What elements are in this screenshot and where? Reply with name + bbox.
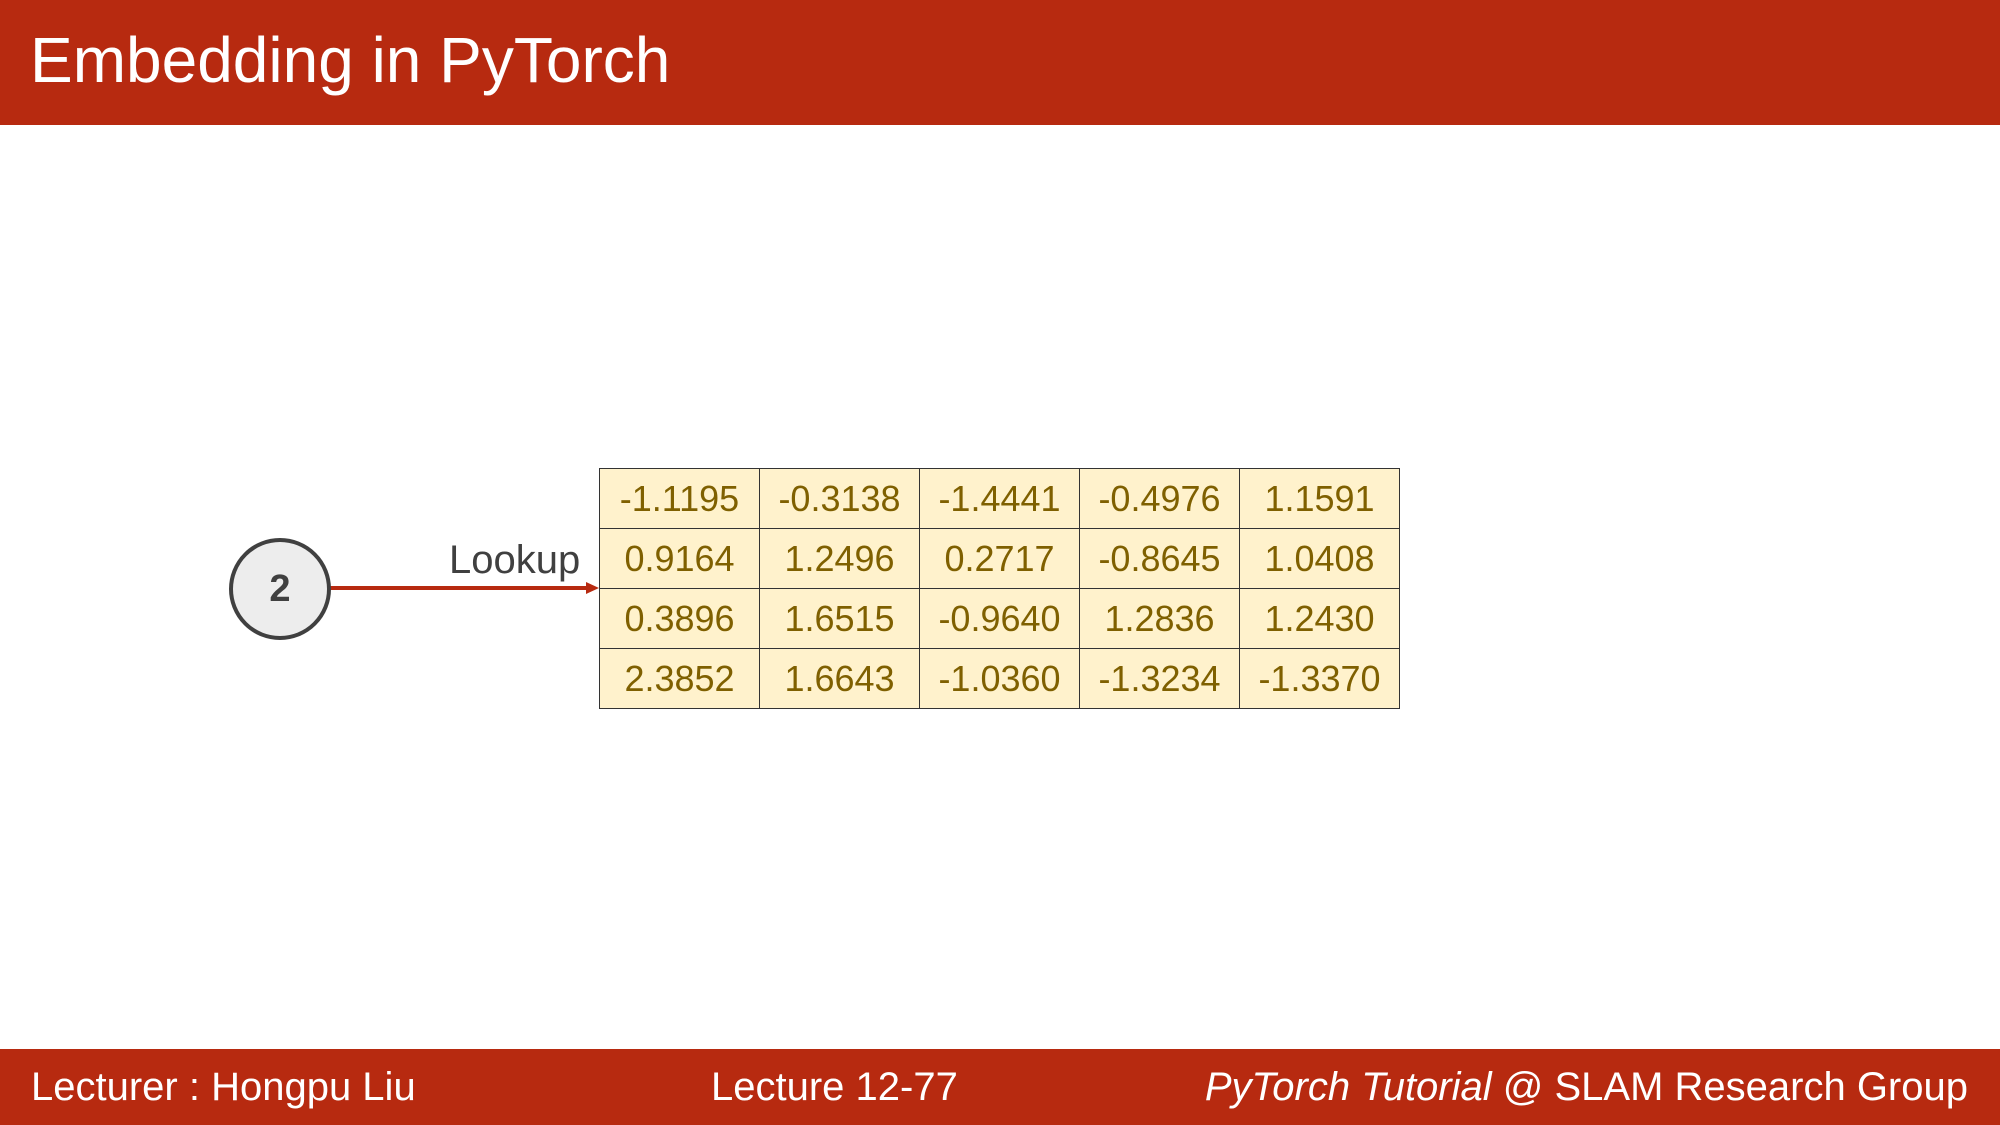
matrix-cell: -1.3370 xyxy=(1239,648,1400,709)
matrix-row: 2.3852 1.6643 -1.0360 -1.3234 -1.3370 xyxy=(599,648,1400,709)
embedding-matrix: -1.1195 -0.3138 -1.4441 -0.4976 1.1591 0.9164… xyxy=(599,468,1400,709)
slide-title: Embedding in PyTorch xyxy=(30,24,671,96)
matrix-cell: 1.1591 xyxy=(1239,468,1400,529)
slide-header: Embedding in PyTorch xyxy=(0,0,2000,125)
matrix-cell: 1.2496 xyxy=(759,528,920,589)
matrix-cell: -0.4976 xyxy=(1079,468,1240,529)
matrix-row: -1.1195 -0.3138 -1.4441 -0.4976 1.1591 xyxy=(599,468,1400,529)
footer-lecturer: Lecturer : Hongpu Liu xyxy=(31,1065,416,1109)
matrix-cell: 0.2717 xyxy=(919,528,1080,589)
input-index-node: 2 xyxy=(229,538,331,640)
matrix-cell: -0.3138 xyxy=(759,468,920,529)
matrix-cell: -1.4441 xyxy=(919,468,1080,529)
matrix-cell: -1.3234 xyxy=(1079,648,1240,709)
matrix-cell: 0.3896 xyxy=(599,588,760,649)
matrix-cell: -0.9640 xyxy=(919,588,1080,649)
matrix-cell: -0.8645 xyxy=(1079,528,1240,589)
lookup-label: Lookup xyxy=(449,538,581,582)
input-index-label: 2 xyxy=(269,568,291,610)
matrix-row: 0.3896 1.6515 -0.9640 1.2836 1.2430 xyxy=(599,588,1400,649)
slide-footer: Lecturer : Hongpu Liu Lecture 12-77 PyTo… xyxy=(0,1049,2000,1125)
footer-course: PyTorch Tutorial @ SLAM Research Group xyxy=(1205,1063,1968,1111)
footer-lecture-number: Lecture 12-77 xyxy=(711,1065,958,1109)
matrix-cell: 1.2430 xyxy=(1239,588,1400,649)
footer-course-group: @ SLAM Research Group xyxy=(1491,1065,1968,1109)
matrix-cell: 1.6515 xyxy=(759,588,920,649)
matrix-cell: 1.0408 xyxy=(1239,528,1400,589)
matrix-row: 0.9164 1.2496 0.2717 -0.8645 1.0408 xyxy=(599,528,1400,589)
matrix-cell: -1.0360 xyxy=(919,648,1080,709)
matrix-cell: 0.9164 xyxy=(599,528,760,589)
matrix-cell: 1.6643 xyxy=(759,648,920,709)
footer-course-name: PyTorch Tutorial xyxy=(1204,1065,1492,1109)
matrix-cell: -1.1195 xyxy=(599,468,760,529)
matrix-cell: 1.2836 xyxy=(1079,588,1240,649)
matrix-cell: 2.3852 xyxy=(599,648,760,709)
